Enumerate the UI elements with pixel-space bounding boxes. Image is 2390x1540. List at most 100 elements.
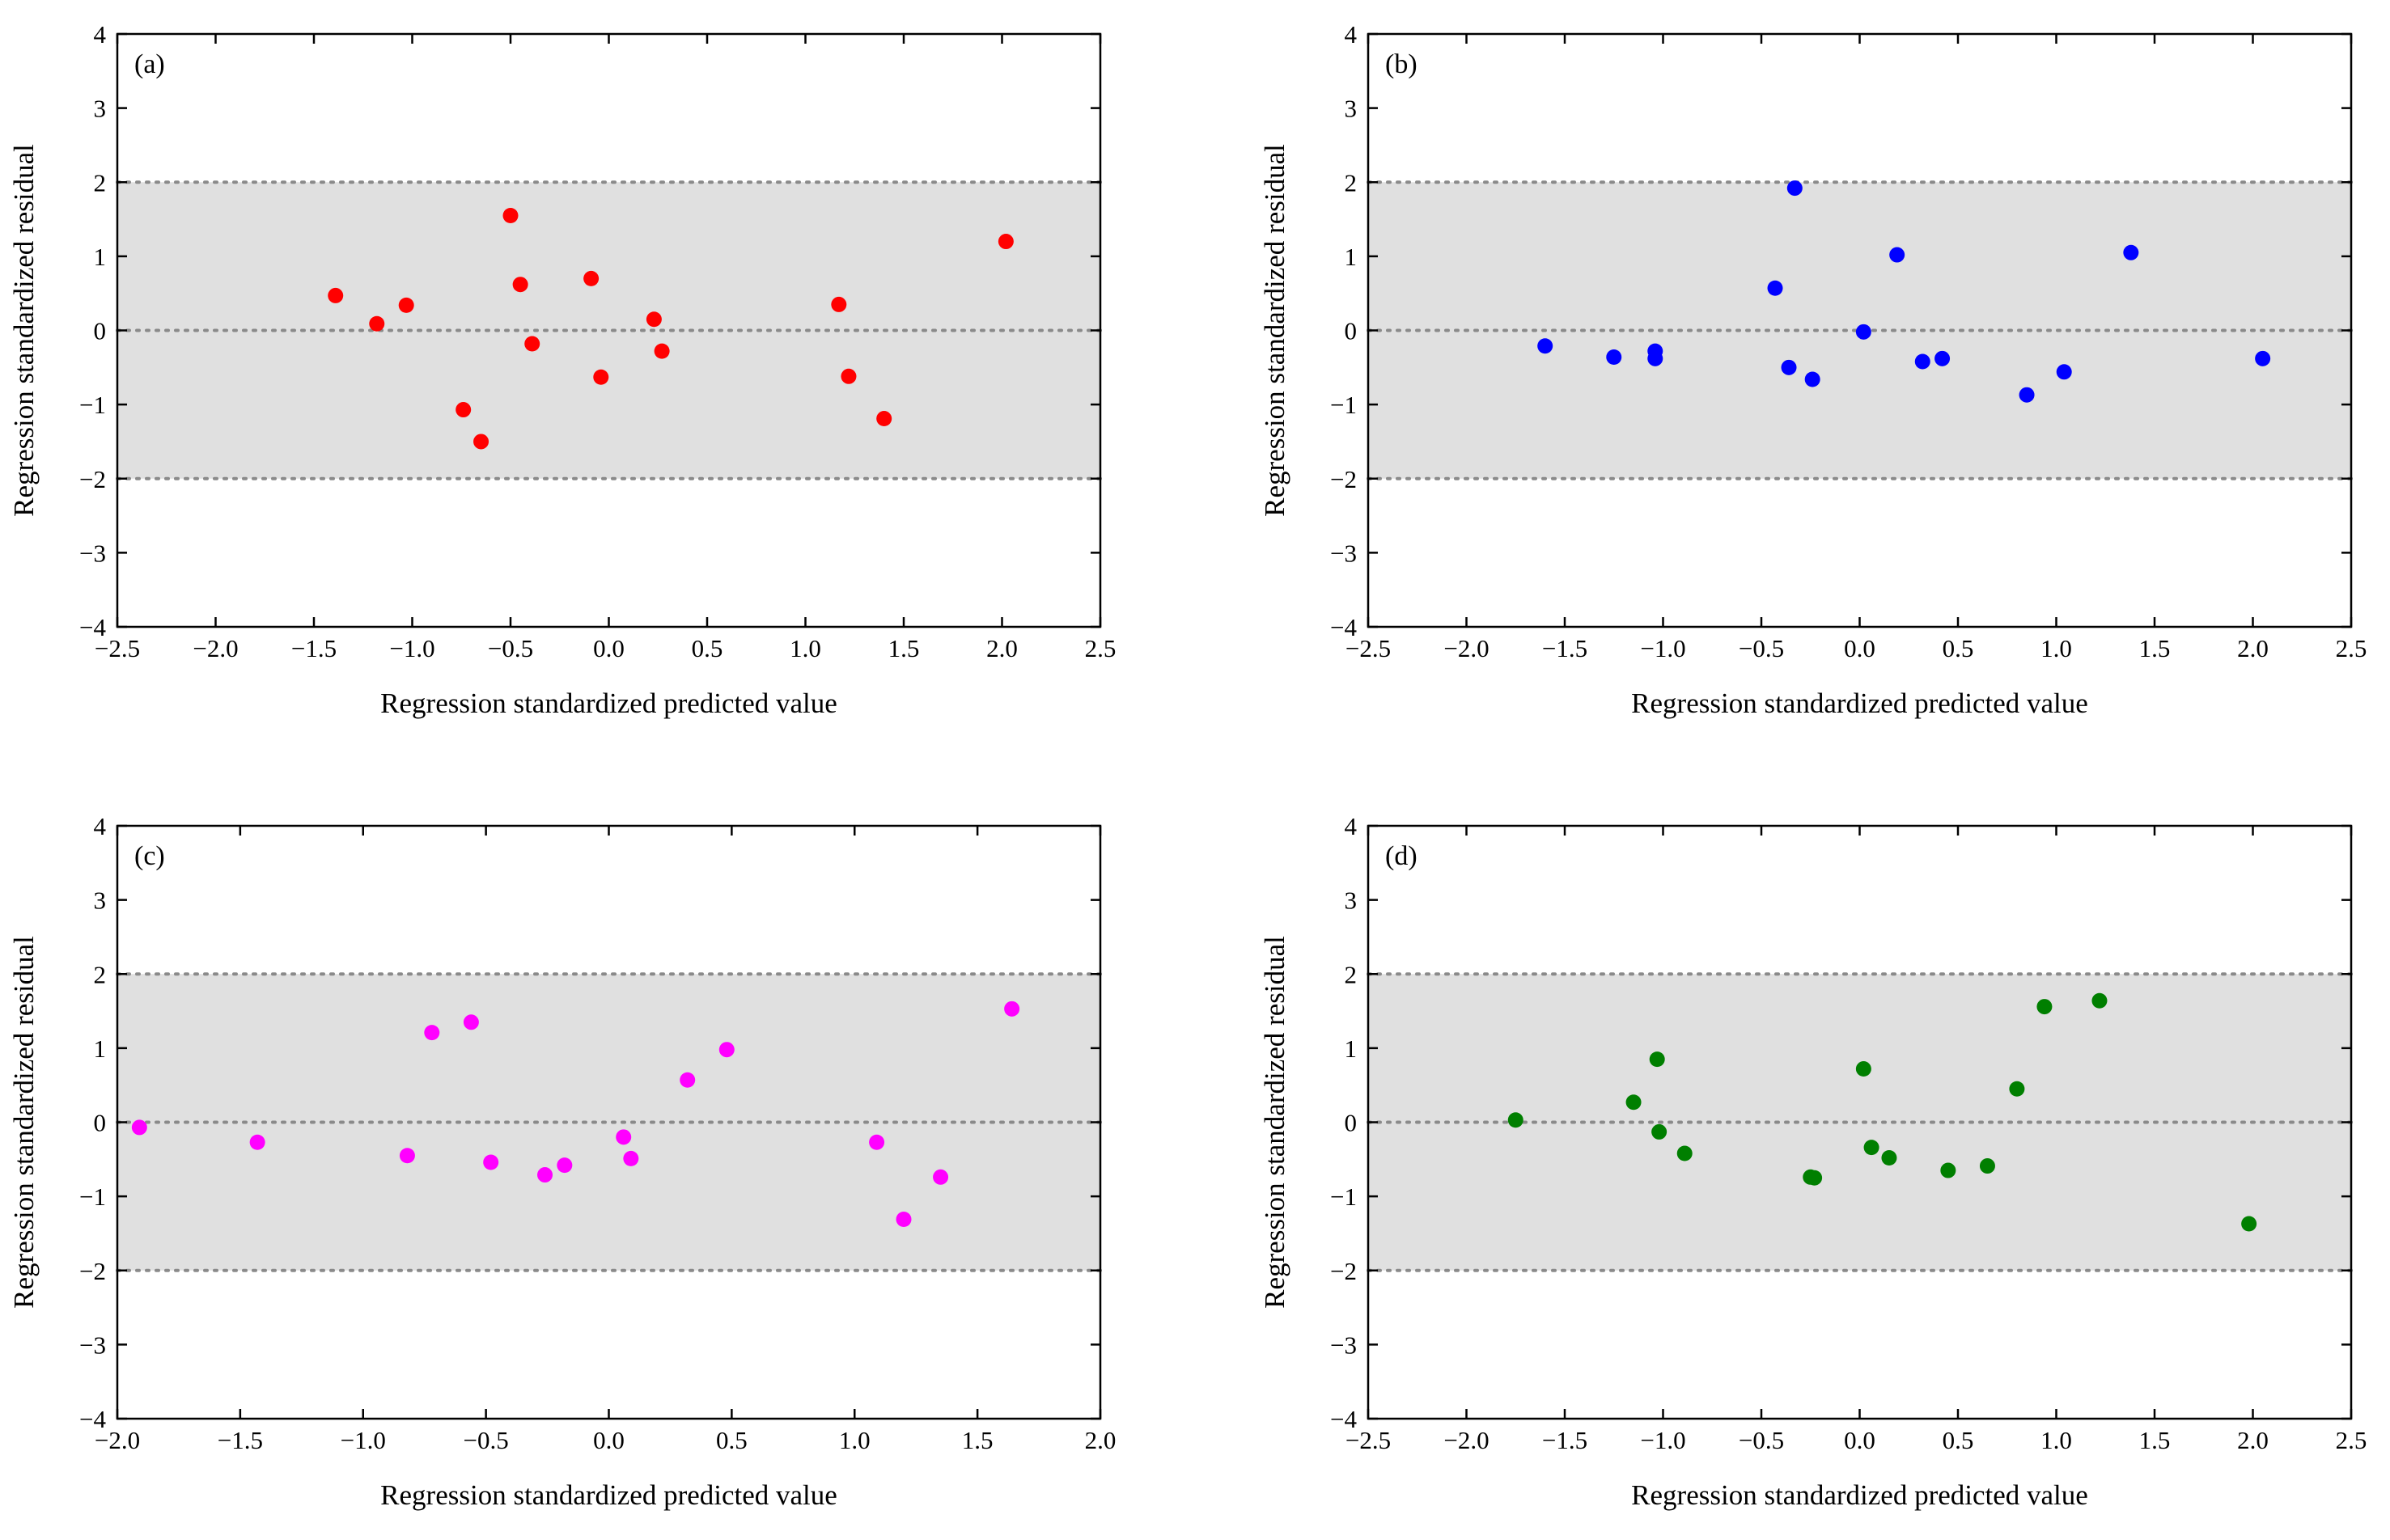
- data-point: [1863, 1140, 1879, 1156]
- data-point: [1507, 1112, 1523, 1128]
- x-tick-label: 2.0: [1085, 1426, 1117, 1454]
- y-tick-label: −1: [1330, 1182, 1357, 1211]
- x-axis-title: Regression standardized predicted value: [380, 1479, 837, 1511]
- data-point: [1676, 1145, 1693, 1161]
- y-axis-title: Regression standardized residual: [1259, 936, 1290, 1309]
- x-tick-label: 1.5: [2139, 634, 2171, 662]
- y-tick-label: 3: [1345, 95, 1358, 123]
- x-tick-label: −1.5: [1542, 1426, 1587, 1454]
- data-point: [616, 1129, 632, 1145]
- data-point: [131, 1119, 147, 1136]
- data-point: [1786, 180, 1803, 197]
- data-point: [718, 1042, 735, 1058]
- panel-c: −2.0 −1.5 −1.0 −0.5 0.0 0.5 1.0 1.5 2.0 4 3 2 1 0 −1 −2…: [8, 812, 1116, 1511]
- y-tick-label: −3: [1330, 539, 1357, 567]
- y-tick-label: 0: [94, 317, 107, 345]
- y-tick-label: −4: [1330, 613, 1357, 641]
- x-tick-label: 1.0: [790, 634, 821, 662]
- x-tick-label: 0.5: [716, 1426, 748, 1454]
- x-tick-label: 0.0: [593, 634, 625, 662]
- panel-label: (a): [134, 49, 165, 79]
- data-point: [557, 1157, 573, 1174]
- data-point: [1889, 247, 1905, 263]
- x-tick-label: −1.0: [389, 634, 434, 662]
- data-point: [1855, 324, 1871, 340]
- y-tick-label: −2: [1330, 465, 1357, 493]
- data-point: [593, 369, 609, 385]
- x-tick-label: −1.0: [1640, 634, 1685, 662]
- data-point: [1855, 1061, 1871, 1077]
- x-tick-label: −2.5: [95, 634, 140, 662]
- data-point: [2056, 364, 2072, 380]
- data-point: [456, 402, 472, 418]
- y-tick-label: 2: [1345, 960, 1358, 988]
- data-point: [399, 1148, 415, 1164]
- y-axis-title: Regression standardized residual: [1259, 144, 1290, 517]
- data-point: [2255, 350, 2271, 366]
- data-point: [483, 1154, 499, 1170]
- x-tick-label: 1.5: [2139, 1426, 2171, 1454]
- y-tick-label: 2: [1345, 168, 1358, 197]
- y-tick-label: 4: [1345, 20, 1358, 49]
- data-point: [2091, 992, 2108, 1009]
- data-point: [2241, 1216, 2257, 1232]
- x-tick-label: −1.0: [341, 1426, 386, 1454]
- x-axis-title: Regression standardized predicted value: [1631, 688, 2088, 719]
- y-tick-label: −4: [79, 613, 106, 641]
- data-point: [328, 287, 344, 303]
- y-tick-label: −2: [1330, 1257, 1357, 1285]
- x-tick-label: 2.5: [1085, 634, 1117, 662]
- y-tick-label: 0: [1345, 1109, 1358, 1137]
- data-point: [1767, 280, 1783, 296]
- x-tick-label: −0.5: [464, 1426, 509, 1454]
- y-tick-label: 4: [94, 812, 107, 840]
- data-point: [524, 336, 540, 352]
- x-tick-label: −2.5: [1345, 1426, 1391, 1454]
- y-tick-label: −1: [1330, 391, 1357, 419]
- x-tick-label: −2.5: [1345, 634, 1391, 662]
- data-point: [680, 1072, 696, 1088]
- x-tick-label: 0.0: [593, 1426, 625, 1454]
- x-tick-label: 2.0: [986, 634, 1018, 662]
- data-point: [646, 311, 662, 328]
- y-tick-label: 3: [94, 886, 107, 915]
- data-point: [249, 1134, 265, 1150]
- y-tick-label: −1: [79, 391, 106, 419]
- y-axis-title: Regression standardized residual: [8, 936, 40, 1309]
- y-tick-label: −4: [79, 1405, 106, 1433]
- y-tick-label: 1: [94, 243, 107, 271]
- x-tick-label: −1.5: [218, 1426, 263, 1454]
- data-point: [1649, 1051, 1665, 1068]
- x-tick-label: 1.5: [962, 1426, 994, 1454]
- data-point: [1651, 1123, 1667, 1140]
- x-tick-label: 2.0: [2237, 634, 2269, 662]
- y-tick-label: 1: [1345, 1034, 1358, 1063]
- data-point: [583, 270, 600, 286]
- data-point: [869, 1134, 885, 1150]
- y-tick-label: 0: [94, 1109, 107, 1137]
- data-point: [398, 297, 414, 313]
- x-tick-label: −0.5: [488, 634, 533, 662]
- x-axis-title: Regression standardized predicted value: [380, 688, 837, 719]
- data-point: [998, 234, 1014, 250]
- data-point: [896, 1212, 912, 1228]
- panel-label: (b): [1385, 49, 1417, 79]
- y-tick-label: 4: [1345, 812, 1358, 840]
- y-tick-label: −2: [79, 1257, 106, 1285]
- y-tick-label: 3: [1345, 886, 1358, 915]
- x-axis-title: Regression standardized predicted value: [1631, 1479, 2088, 1511]
- data-point: [876, 411, 892, 427]
- x-tick-label: −1.5: [1542, 634, 1587, 662]
- y-tick-label: −2: [79, 465, 106, 493]
- y-tick-label: −1: [79, 1182, 106, 1211]
- panel-label: (c): [134, 841, 165, 871]
- data-point: [537, 1167, 553, 1183]
- x-tick-label: −1.5: [291, 634, 337, 662]
- y-tick-label: 1: [94, 1034, 107, 1063]
- panel-b: −2.5 −2.0 −1.5 −1.0 −0.5 0.0 0.5 1.0 1.5 2.0 2.5 4 3…: [1259, 20, 2367, 719]
- x-tick-label: −2.0: [1443, 634, 1489, 662]
- x-tick-label: 2.5: [2336, 634, 2367, 662]
- data-point: [2019, 387, 2035, 403]
- y-tick-label: −3: [1330, 1331, 1357, 1359]
- data-point: [654, 343, 670, 359]
